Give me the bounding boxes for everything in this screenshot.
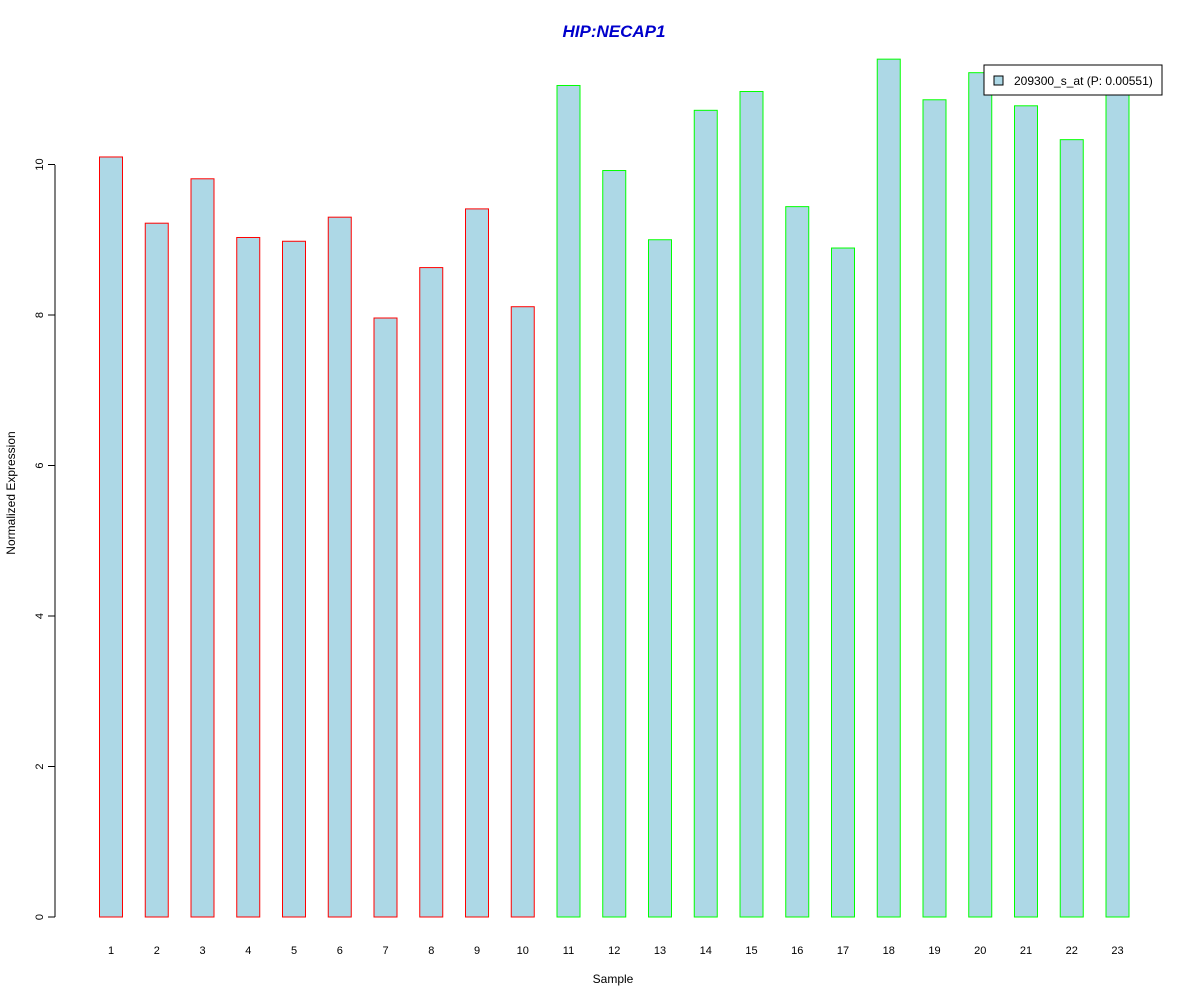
bar [190,178,215,918]
x-tick-label: 22 [1066,945,1078,957]
bar [236,236,261,918]
x-tick-label: 16 [791,945,803,957]
x-tick-label: 2 [154,945,160,957]
x-tick-label: 10 [517,945,529,957]
bar [693,109,718,918]
bar [510,306,535,918]
x-tick-label: 3 [199,945,205,957]
x-tick-label: 1 [108,945,114,957]
x-tick-label: 7 [382,945,388,957]
x-tick-label: 19 [928,945,940,957]
legend-swatch [993,75,1004,86]
x-tick-label: 21 [1020,945,1032,957]
bar [785,206,810,918]
bar [556,84,581,918]
x-axis-label: Sample [593,972,634,986]
bar [373,317,398,918]
bar [831,247,855,918]
y-tick-label: 4 [34,613,46,619]
bar [968,72,993,918]
x-tick-label: 9 [474,945,480,957]
bar [922,99,947,918]
bar [144,222,169,918]
legend-label: 209300_s_at (P: 0.00551) [1014,74,1153,88]
bar [1059,139,1084,918]
bar [876,58,901,918]
bar [1014,105,1038,918]
bar [99,156,123,918]
bar [1105,84,1130,918]
bar [282,240,306,918]
bar [602,170,627,918]
x-tick-label: 4 [245,945,251,957]
y-tick-label: 8 [34,312,46,318]
bar [327,216,352,918]
x-tick-label: 8 [428,945,434,957]
x-tick-label: 5 [291,945,297,957]
x-tick-label: 6 [337,945,343,957]
chart-title: HIP:NECAP1 [563,22,666,41]
y-tick-label: 10 [34,158,46,170]
y-tick-label: 0 [34,914,46,920]
y-axis: 0 2 4 6 8 10 [34,158,56,920]
x-tick-labels: 1 2 3 4 5 6 7 8 9 10 11 12 13 14 15 16 17 18 19 20 21 22 23 [108,945,1124,957]
y-axis-label: Normalized Expression [4,431,18,554]
y-ticks: 0 2 4 6 8 10 [34,158,55,920]
y-tick-label: 6 [34,462,46,468]
x-tick-label: 17 [837,945,849,957]
bar [465,208,489,918]
x-tick-label: 20 [974,945,986,957]
bar [648,239,672,918]
bar [419,267,444,918]
legend-box [983,64,1163,96]
x-tick-label: 13 [654,945,666,957]
x-tick-label: 15 [745,945,757,957]
x-tick-label: 11 [563,945,574,957]
x-tick-label: 14 [700,945,712,957]
bar [739,91,764,918]
x-tick-label: 23 [1111,945,1123,957]
y-tick-label: 2 [34,763,46,769]
legend: 209300_s_at (P: 0.00551) [983,64,1163,96]
x-tick-label: 18 [883,945,895,957]
bars [99,58,1130,918]
x-tick-label: 12 [608,945,620,957]
